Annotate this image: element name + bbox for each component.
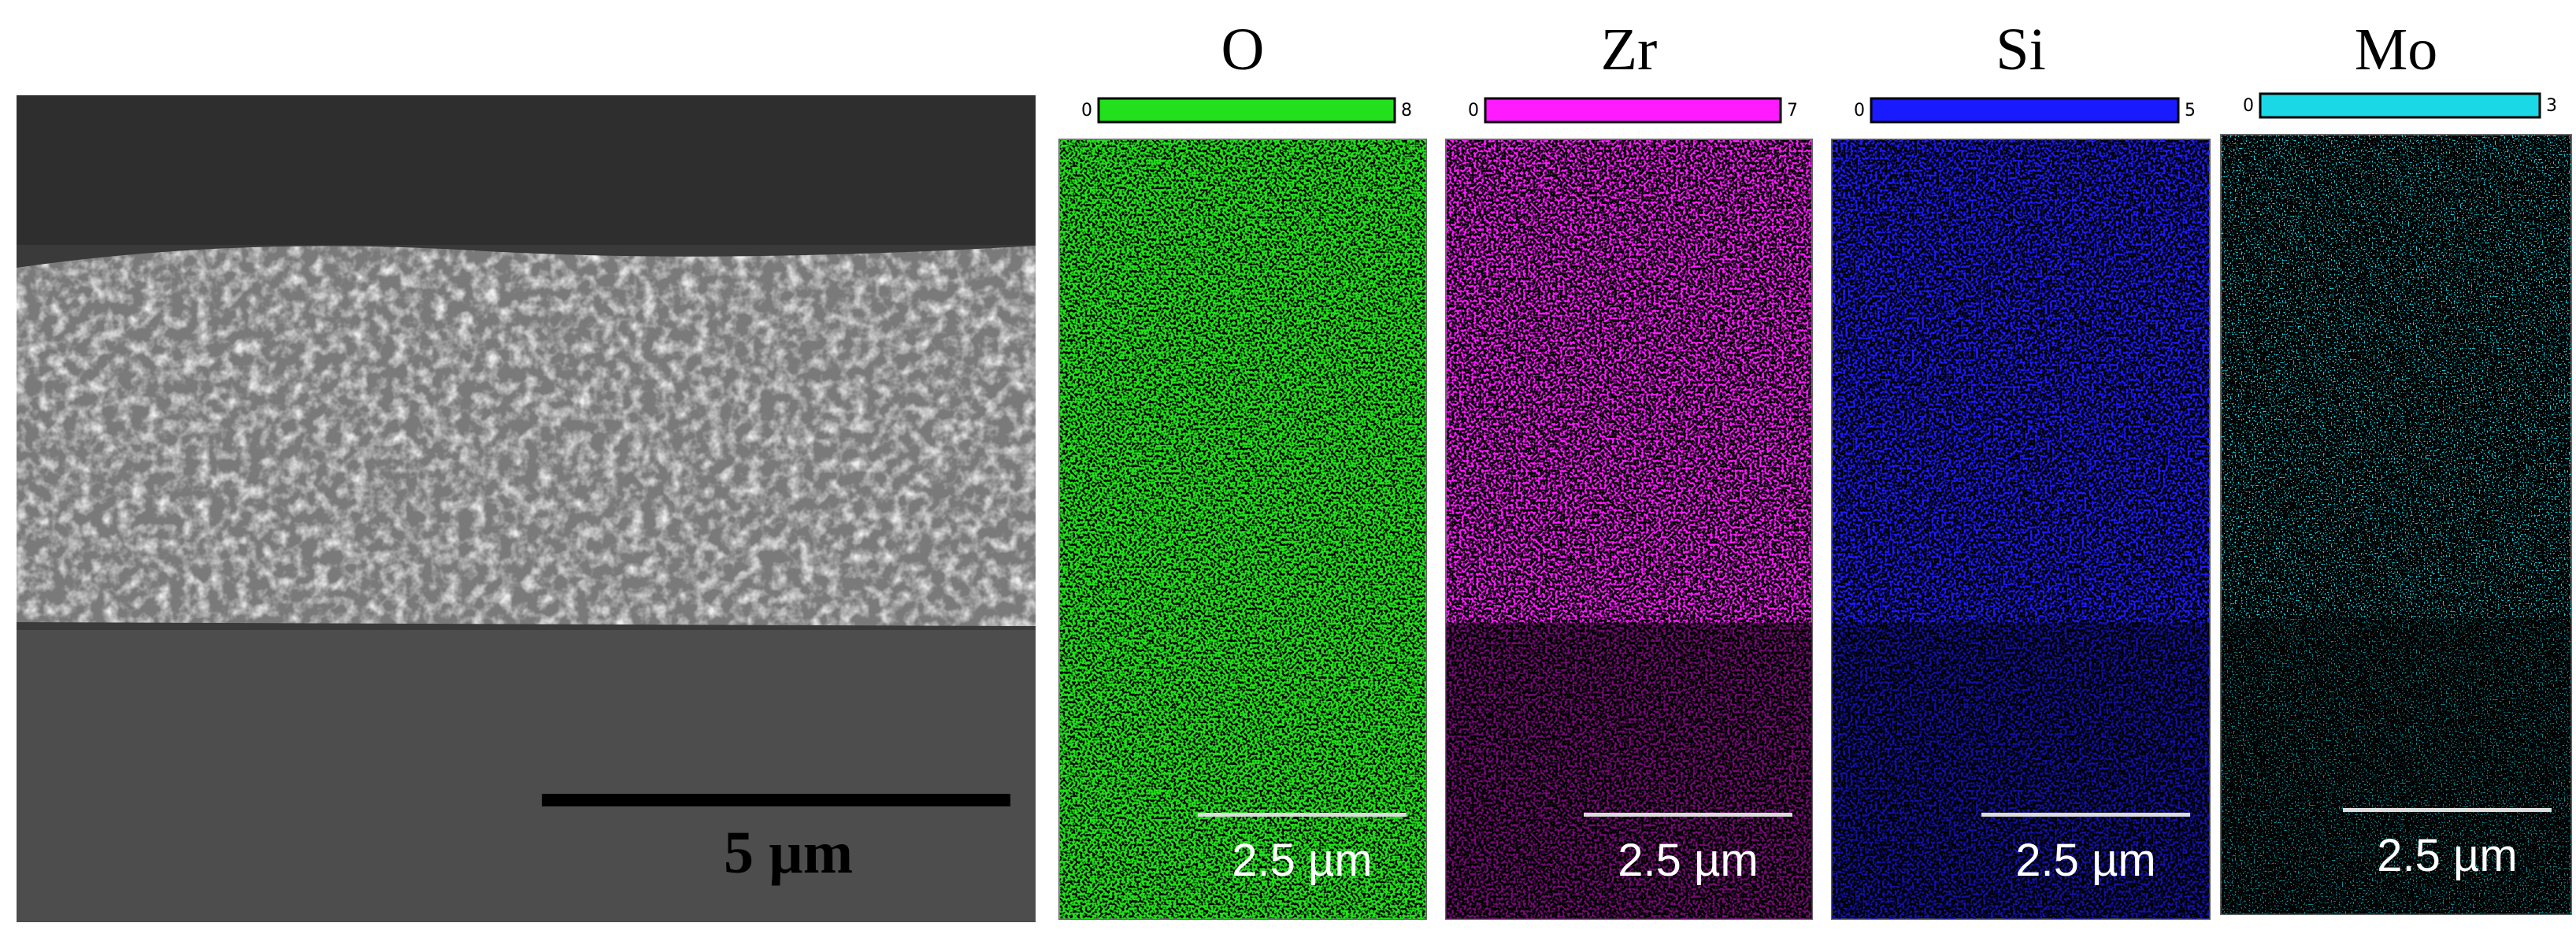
colorbar — [2259, 92, 2541, 119]
map-panel: Zr 0 7 2.5 µm — [1445, 17, 1813, 920]
scale-bar — [1981, 813, 2190, 817]
scale-bar — [1584, 813, 1792, 817]
map-panel: O 0 8 2.5 µm — [1058, 17, 1427, 920]
scale-bar — [1198, 813, 1407, 817]
map-title: Zr — [1601, 17, 1658, 83]
scale-label: 2.5 µm — [2377, 830, 2517, 881]
map-signal — [2221, 135, 2571, 914]
colorbar-min: 0 — [1081, 101, 1092, 120]
map-panel: Mo 0 3 2.5 µm — [2220, 17, 2572, 915]
scale-label: 2.5 µm — [2015, 835, 2155, 886]
scale-label: 2.5 µm — [1232, 835, 1372, 886]
colorbar-min: 0 — [1468, 101, 1479, 120]
map-fade — [1446, 622, 1812, 919]
map-fade — [1832, 622, 2210, 919]
scale-label: 2.5 µm — [1618, 835, 1758, 886]
colorbar — [1870, 97, 2180, 124]
map-fade — [2221, 617, 2571, 914]
map-title: O — [1221, 17, 1265, 83]
eds-maps: O 0 8 2.5 µm Zr 0 7 2.5 µm Si 0 5 2.5 µm Mo 0 3 2.5 µm — [1058, 17, 2572, 920]
colorbar — [1097, 97, 1396, 124]
map-panel: Si 0 5 2.5 µm — [1831, 17, 2211, 920]
map-signal — [1832, 139, 2210, 919]
map-title: Mo — [2355, 17, 2438, 83]
colorbar-max: 5 — [2185, 101, 2196, 120]
colorbar — [1484, 97, 1782, 124]
scale-label: 5 µm — [724, 820, 853, 886]
map-title: Si — [1996, 17, 2045, 83]
scale-bar — [542, 794, 1010, 806]
colorbar-min: 0 — [1854, 101, 1865, 120]
map-signal — [1059, 139, 1426, 919]
colorbar-max: 8 — [1401, 101, 1412, 120]
colorbar-min: 0 — [2243, 96, 2254, 116]
colorbar-max: 3 — [2546, 96, 2557, 116]
scale-bar — [2343, 808, 2552, 812]
colorbar-max: 7 — [1787, 101, 1798, 120]
sem-image: 5 µm — [17, 95, 1036, 922]
